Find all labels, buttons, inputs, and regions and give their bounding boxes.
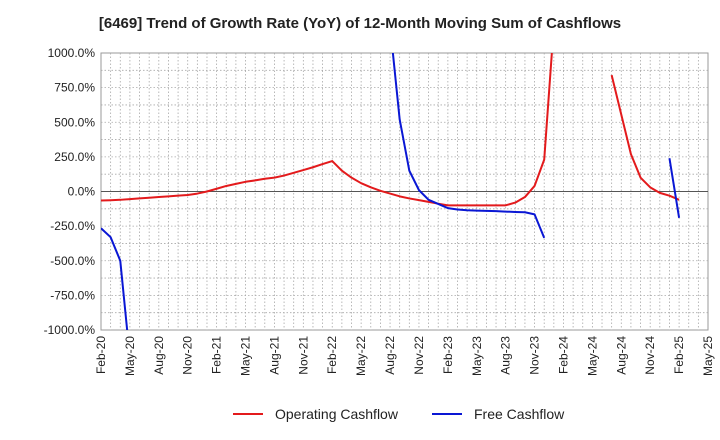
operating-cashflow-line — [610, 74, 680, 201]
x-tick-label: Aug-20 — [152, 336, 166, 375]
x-tick-label: Aug-24 — [614, 336, 628, 375]
y-tick-label: -750.0% — [50, 288, 95, 302]
x-tick-label: Nov-23 — [528, 336, 542, 375]
x-tick-label: May-24 — [585, 336, 599, 376]
y-tick-label: -250.0% — [50, 219, 95, 233]
legend-label-operating-cashflow: Operating Cashflow — [275, 406, 399, 422]
grid — [100, 52, 709, 331]
x-tick-label: May-25 — [701, 336, 715, 376]
x-tick-label: May-22 — [354, 336, 368, 376]
x-tick-label: Nov-21 — [296, 336, 310, 375]
x-tick-label: Feb-23 — [441, 336, 455, 374]
free-cashflow-line — [391, 53, 546, 239]
x-tick-label: Aug-22 — [383, 336, 397, 375]
y-tick-label: 250.0% — [54, 150, 95, 164]
x-tick-label: May-23 — [470, 336, 484, 376]
free-cashflow-line — [668, 158, 681, 218]
series-layer — [101, 53, 681, 330]
x-tick-label: Feb-25 — [672, 336, 686, 374]
x-tick-label: Feb-21 — [210, 336, 224, 374]
y-tick-label: -1000.0% — [44, 323, 96, 337]
operating-cashflow-line — [101, 53, 553, 207]
legend-label-free-cashflow: Free Cashflow — [474, 406, 565, 422]
x-tick-label: Aug-21 — [267, 336, 281, 375]
x-tick-label: Feb-22 — [325, 336, 339, 374]
x-tick-label: May-21 — [239, 336, 253, 376]
axes: 1000.0% 750.0% 500.0% 250.0% 0.0% -250.0% -500… — [44, 46, 715, 376]
legend: Operating Cashflow Free Cashflow — [233, 406, 565, 422]
y-tick-label: 750.0% — [54, 81, 95, 95]
x-tick-label: Feb-24 — [556, 336, 570, 374]
x-tick-label: Nov-24 — [643, 336, 657, 375]
x-tick-label: Aug-23 — [499, 336, 513, 375]
operating-cashflow-series — [101, 53, 680, 207]
y-tick-label: 500.0% — [54, 115, 95, 129]
x-tick-label: Nov-20 — [181, 336, 195, 375]
x-tick-label: Feb-20 — [94, 336, 108, 374]
y-tick-label: 1000.0% — [48, 46, 96, 60]
free-cashflow-series — [101, 53, 681, 330]
chart-title: [6469] Trend of Growth Rate (YoY) of 12-… — [99, 15, 621, 32]
x-tick-label: May-20 — [123, 336, 137, 376]
y-tick-label: 0.0% — [68, 185, 96, 199]
free-cashflow-line — [101, 227, 129, 330]
x-tick-label: Nov-22 — [412, 336, 426, 375]
y-tick-label: -500.0% — [50, 254, 95, 268]
